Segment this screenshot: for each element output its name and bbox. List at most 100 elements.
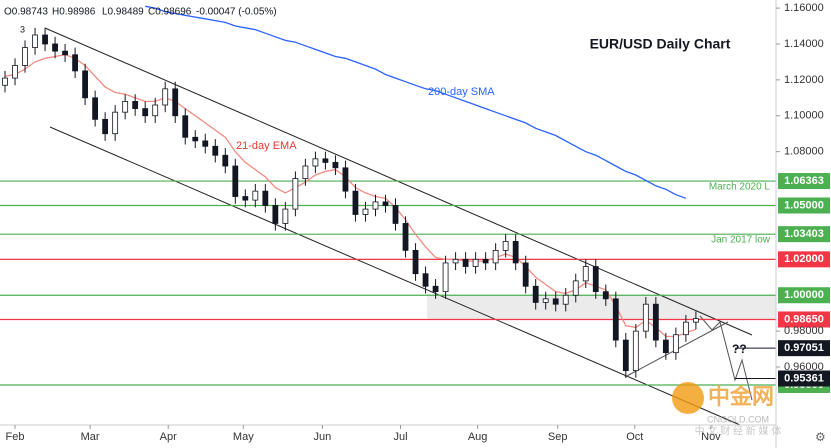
candle-body [362, 208, 369, 215]
watermark-logo [672, 382, 704, 414]
level-tag [778, 197, 830, 214]
candle-body [522, 262, 529, 287]
level-tag [778, 173, 830, 190]
candle-body [242, 196, 249, 201]
candle-body [572, 280, 579, 296]
candle-body [382, 201, 389, 206]
candle-body [92, 97, 99, 120]
y-tick-label: 0.96000 [784, 361, 824, 373]
candle-body [442, 262, 449, 293]
x-tick-label: Oct [626, 431, 643, 443]
level-tag-label: 1.06363 [784, 175, 824, 187]
price-tag [778, 370, 830, 387]
candle-body [122, 101, 129, 113]
indicator-line [145, 5, 687, 199]
ohlc-high: H0.98986 [52, 7, 96, 18]
y-tick-label: 0.98000 [784, 325, 824, 337]
candle-body [482, 258, 489, 264]
level-note: Jan 2017 low [711, 235, 771, 246]
candle-body [182, 115, 189, 138]
question-mark: ?? [732, 342, 747, 356]
candle-body [22, 47, 28, 66]
candle-body [312, 158, 319, 167]
level-tag-label: 1.05000 [784, 199, 824, 211]
candle-body [132, 101, 139, 109]
candle-body [82, 70, 89, 99]
level-tag [778, 287, 830, 304]
candle-body [422, 273, 429, 287]
ohlc-close: C0.98696 [148, 7, 192, 18]
candle-body [462, 258, 469, 267]
candle-body [402, 223, 409, 251]
candle-body [222, 154, 229, 167]
ohlc-low: L0.98489 [102, 7, 144, 18]
candle-body [112, 111, 119, 135]
indicator-count: 3 [20, 24, 25, 34]
y-tick-label: 1.14000 [784, 38, 824, 50]
chart-title: EUR/USD Daily Chart [590, 36, 731, 52]
y-tick-label: 1.12000 [784, 74, 824, 86]
candle-body [292, 178, 299, 210]
x-tick-label: Apr [160, 431, 177, 443]
candle-body [2, 77, 8, 86]
ohlc-open: O0.98743 [4, 7, 48, 18]
level-tag-label: 1.02000 [784, 253, 824, 265]
candle-body [582, 266, 589, 282]
candle-body [142, 108, 149, 117]
candle-body [612, 298, 619, 341]
range-box [427, 295, 776, 320]
ema-label: 21-day EMA [236, 140, 297, 152]
candle-body [452, 258, 459, 264]
candle-body [642, 303, 649, 332]
x-tick-label: Nov [701, 431, 721, 443]
ohlc-change: -0.00047 (-0.05%) [196, 7, 277, 18]
candle-body [502, 240, 509, 251]
candle-body [282, 208, 289, 224]
projection-path [699, 315, 753, 401]
y-tick-label: 1.16000 [784, 2, 824, 14]
level-tag-label: 1.03403 [784, 228, 824, 240]
price-tag-label: 0.97051 [784, 342, 824, 354]
x-tick-label: Jul [393, 431, 407, 443]
candle-body [342, 167, 349, 192]
x-tick-label: Feb [6, 431, 25, 443]
watermark-brand: 中金网 [708, 384, 774, 409]
candle-body [162, 88, 169, 106]
candle-body [632, 330, 639, 372]
candle-body [172, 88, 179, 117]
channel-line [49, 126, 741, 426]
candle-body [552, 298, 559, 305]
candle-body [602, 291, 609, 300]
candle-body [652, 303, 659, 341]
candle-body [202, 140, 209, 147]
candle-body [322, 158, 329, 163]
candle-body [262, 190, 269, 206]
settings-icon[interactable]: ⚙ [815, 430, 826, 444]
candle-body [562, 294, 569, 305]
candle-body [672, 334, 679, 354]
candle-body [412, 249, 419, 275]
candle-body [682, 321, 689, 336]
candle-body [102, 118, 109, 135]
candle-body [252, 190, 259, 201]
x-tick-label: Mar [81, 431, 100, 443]
candle-body [432, 285, 439, 293]
candle-body [532, 285, 539, 303]
x-tick-label: Sep [548, 431, 568, 443]
candle-body [592, 266, 599, 293]
candle-body [52, 43, 58, 52]
x-tick-label: Aug [468, 431, 488, 443]
candle-body [692, 318, 699, 323]
candle-body [472, 258, 479, 267]
level-tag-label: 0.98650 [784, 313, 824, 325]
candle-body [42, 34, 48, 45]
level-tag [778, 251, 830, 268]
candle-body [332, 162, 339, 169]
plot-area [0, 5, 776, 426]
level-tag [778, 311, 830, 328]
candle-body [622, 339, 629, 372]
watermark-site: CNGOLD.COM [707, 414, 769, 424]
candle-body [192, 136, 199, 142]
